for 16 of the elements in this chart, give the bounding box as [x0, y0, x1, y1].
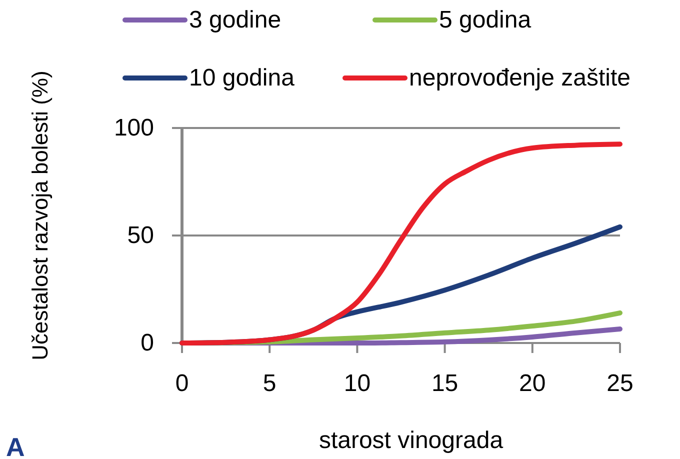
legend-label: neprovođenje zaštite	[409, 64, 630, 92]
text: A	[6, 432, 25, 459]
y-tick-label: 100	[114, 114, 154, 142]
x-tick-label: 15	[431, 370, 458, 397]
y-tick-label: 50	[127, 222, 154, 249]
x-axis-title: starost vinograda	[318, 427, 504, 454]
y-axis-title: Učestalost razvoja bolesti (%)	[28, 70, 52, 360]
legend-label: 3 godine	[189, 6, 282, 34]
x-tick-label: 10	[344, 370, 371, 397]
x-tick-label: 20	[519, 370, 546, 397]
x-tick-label: 5	[262, 370, 276, 397]
legend-label: 5 godina	[439, 6, 532, 34]
x-tick-label: 0	[175, 370, 189, 397]
y-tick-label: 0	[140, 330, 154, 356]
x-tick-label: 25	[606, 370, 634, 397]
legend-label: 10 godina	[189, 64, 296, 92]
